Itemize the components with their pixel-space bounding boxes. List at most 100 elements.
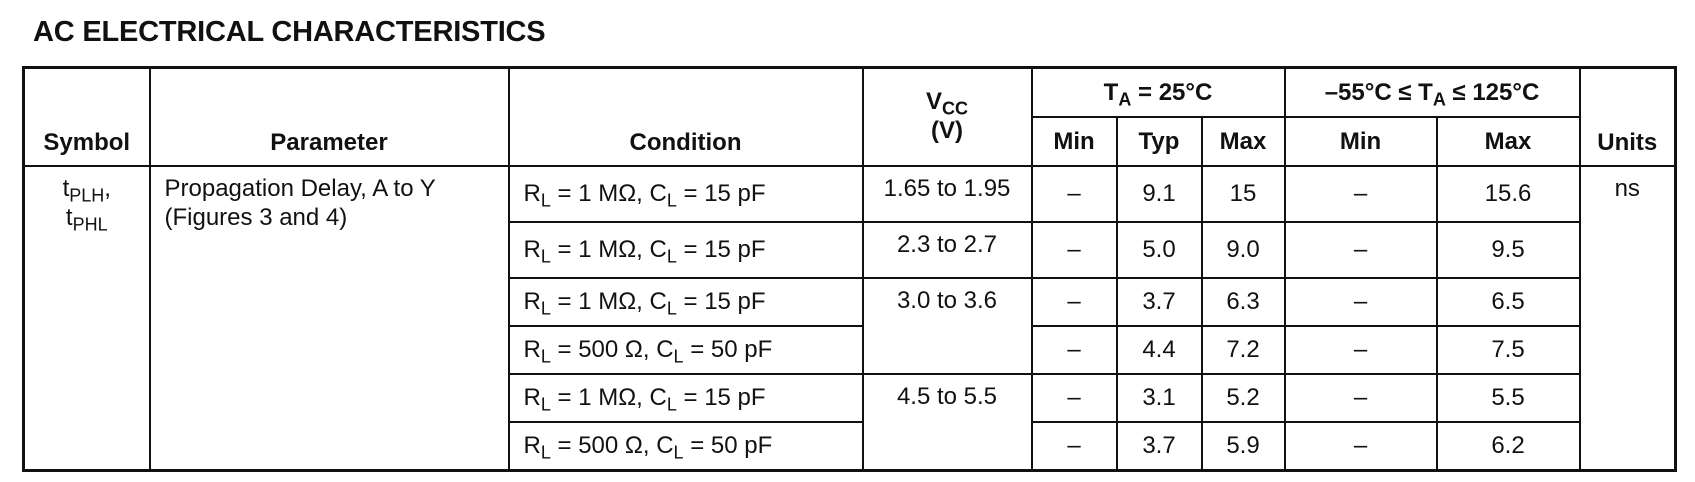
subscript: L	[540, 246, 551, 267]
value-cell: 5.0	[1115, 221, 1203, 279]
condition-cell: RL = 1 MΩ, CL = 15 pF	[507, 373, 864, 423]
text: –	[1067, 236, 1081, 263]
text: Units	[1597, 129, 1658, 156]
header-cell: Max	[1435, 116, 1581, 167]
subscript: L	[673, 346, 684, 367]
header-cell: TA = 25°C	[1030, 66, 1286, 118]
symbol-cell: tPLH, tPHL	[22, 165, 151, 472]
condition-cell: RL = 500 Ω, CL = 50 pF	[507, 421, 864, 472]
text: = 50 pF	[683, 336, 773, 363]
subscript: A	[1118, 88, 1132, 109]
text: = 15 pF	[676, 236, 766, 263]
data-row: RL = 1 MΩ, CL = 15 pF 3.0 to 3.6–3.7 6.3–6…	[24, 277, 1676, 375]
subscript: L	[540, 346, 551, 367]
subscript: L	[540, 442, 551, 463]
characteristics-table: Symbol Parameter Condition VCC (V) TA = 25°C –…	[22, 66, 1677, 472]
text: = 15 pF	[676, 384, 766, 411]
text: Propagation Delay, A to Y	[164, 175, 436, 202]
value-cell: 9.1	[1115, 165, 1203, 223]
header-cell: Units	[1578, 66, 1677, 167]
text: = 1 MΩ, C	[550, 236, 667, 263]
subscript: L	[540, 298, 551, 319]
text: 5.2	[1226, 384, 1260, 411]
text: –	[1353, 236, 1368, 263]
header-cell: Parameter	[148, 66, 510, 167]
text: –55°C ≤ T	[1324, 78, 1433, 106]
text-line: VCC	[872, 88, 1023, 117]
value-cell: 7.5	[1435, 325, 1581, 375]
text: = 500 Ω, C	[550, 432, 674, 459]
text: R	[523, 384, 541, 411]
condition-cell: RL = 1 MΩ, CL = 15 pF	[507, 165, 864, 223]
text-line: tPHL	[33, 204, 141, 233]
condition-cell: RL = 500 Ω, CL = 50 pF	[507, 325, 864, 375]
subscript: A	[1432, 88, 1446, 109]
text: –	[1353, 336, 1368, 363]
subscript: L	[666, 190, 677, 211]
header-cell: VCC (V)	[861, 66, 1033, 167]
value-cell: –	[1283, 325, 1438, 375]
text: Min	[1053, 127, 1095, 155]
value-cell: –	[1030, 373, 1118, 423]
text: 9.0	[1226, 236, 1260, 263]
text: R	[523, 180, 541, 207]
subscript: PLH	[69, 185, 105, 206]
value-cell: –	[1283, 165, 1438, 223]
text: 6.2	[1491, 432, 1525, 459]
value-cell: 15.6	[1435, 165, 1581, 223]
text: 5.9	[1226, 432, 1260, 459]
condition-cell: RL = 1 MΩ, CL = 15 pF	[507, 221, 864, 279]
value-cell: 9.5	[1435, 221, 1581, 279]
value-cell: 6.5	[1435, 277, 1581, 327]
text-line: (Figures 3 and 4)	[165, 204, 500, 233]
parameter-cell: Propagation Delay, A to Y (Figures 3 and …	[148, 165, 510, 472]
text: 3.1	[1142, 384, 1176, 411]
text: V	[925, 88, 942, 116]
text: (V)	[931, 117, 963, 144]
value-cell: –	[1030, 325, 1118, 375]
text: = 15 pF	[676, 288, 766, 315]
value-cell: –	[1030, 221, 1118, 279]
text: 15	[1229, 180, 1257, 207]
text: = 1 MΩ, C	[550, 288, 667, 315]
value-cell: –	[1283, 421, 1438, 472]
text: = 25°C	[1131, 78, 1213, 106]
text: ns	[1614, 175, 1640, 202]
text: 2.3 to 2.7	[896, 231, 998, 258]
value-cell: –	[1283, 373, 1438, 423]
text: ,	[104, 175, 111, 202]
value-cell: 9.0	[1200, 221, 1286, 279]
vcc-cell: 3.0 to 3.6	[861, 277, 1033, 375]
value-cell: 3.7	[1115, 421, 1203, 472]
text: t	[65, 203, 73, 231]
header-cell: –55°C ≤ TA ≤ 125°C	[1283, 66, 1581, 118]
text: 3.0 to 3.6	[896, 287, 998, 314]
text: 4.4	[1142, 336, 1176, 363]
title: AC ELECTRICAL CHARACTERISTICS	[33, 16, 546, 48]
data-row: RL = 1 MΩ, CL = 15 pF 2.3 to 2.7 – 5.0 9.0 – 9…	[24, 221, 1676, 279]
text: T	[1103, 78, 1119, 106]
subscript: L	[666, 394, 677, 415]
subscript: L	[673, 442, 684, 463]
text-line: (V)	[872, 117, 1023, 146]
text: = 15 pF	[676, 180, 766, 207]
text: –	[1353, 180, 1368, 207]
text: 5.5	[1491, 384, 1525, 411]
text: R	[523, 288, 541, 315]
text: Parameter	[270, 129, 388, 156]
value-cell: –	[1030, 277, 1118, 327]
subscript: L	[666, 298, 677, 319]
text: –	[1353, 432, 1368, 459]
value-cell: –	[1030, 421, 1118, 472]
text: 7.2	[1226, 336, 1260, 363]
text: (Figures 3 and 4)	[164, 203, 348, 231]
header-cell: Typ	[1115, 116, 1203, 167]
header-cell: Condition	[507, 66, 864, 167]
value-cell: –	[1283, 221, 1438, 279]
value-cell: 5.5	[1435, 373, 1581, 423]
text: 6.3	[1226, 288, 1260, 315]
text: –	[1067, 336, 1081, 363]
text: 9.5	[1491, 236, 1525, 263]
subscript: L	[666, 246, 677, 267]
